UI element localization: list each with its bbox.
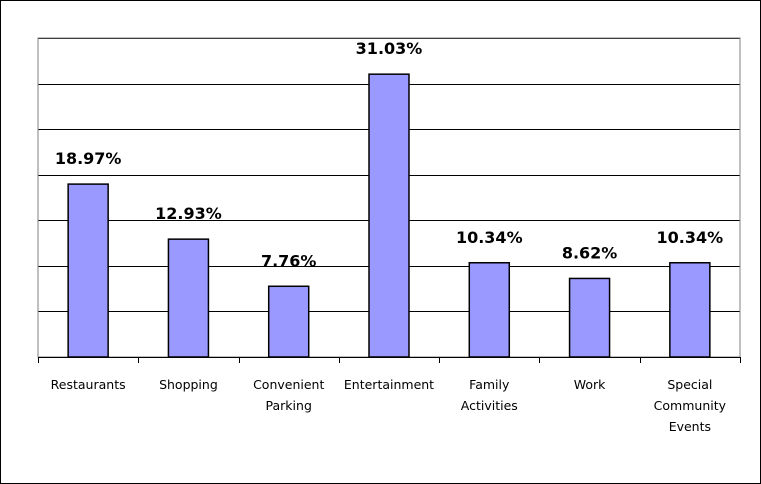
- category-label-line: Shopping: [159, 377, 218, 392]
- category-labels: Restaurants Shopping Convenient Parking Ente…: [51, 377, 727, 434]
- category-label-line: Convenient: [253, 377, 324, 392]
- category-label: Entertainment: [344, 377, 434, 392]
- category-label-line: Events: [669, 419, 711, 434]
- category-label: Special Community Events: [654, 377, 727, 434]
- data-label: 7.76%: [261, 251, 317, 270]
- bar: [368, 73, 410, 358]
- x-axis: [38, 357, 741, 363]
- category-label: Family Activities: [461, 377, 518, 413]
- data-label: 8.62%: [562, 243, 618, 262]
- category-label: Work: [574, 377, 606, 392]
- bar: [468, 262, 511, 358]
- category-label-line: Community: [654, 398, 727, 413]
- data-label: 10.34%: [657, 228, 724, 247]
- category-label-line: Entertainment: [344, 377, 434, 392]
- category-label: Restaurants: [51, 377, 126, 392]
- bar: [669, 262, 711, 358]
- bar: [267, 285, 310, 358]
- bar: [167, 238, 210, 358]
- bars: [67, 73, 711, 358]
- category-label: Convenient Parking: [253, 377, 324, 413]
- category-label-line: Family: [469, 377, 510, 392]
- data-label: 12.93%: [155, 204, 222, 223]
- bar: [568, 277, 611, 358]
- category-label-line: Activities: [461, 398, 518, 413]
- data-labels: 18.97% 12.93% 7.76% 31.03% 10.34% 8.62% 10.34%: [55, 39, 723, 270]
- category-label-line: Restaurants: [51, 377, 126, 392]
- category-label-line: Work: [574, 377, 606, 392]
- data-label: 10.34%: [456, 228, 523, 247]
- data-label: 31.03%: [356, 39, 423, 58]
- category-label-line: Parking: [266, 398, 312, 413]
- category-label-line: Special: [667, 377, 712, 392]
- category-label: Shopping: [159, 377, 218, 392]
- data-label: 18.97%: [55, 149, 122, 168]
- bar: [67, 183, 109, 358]
